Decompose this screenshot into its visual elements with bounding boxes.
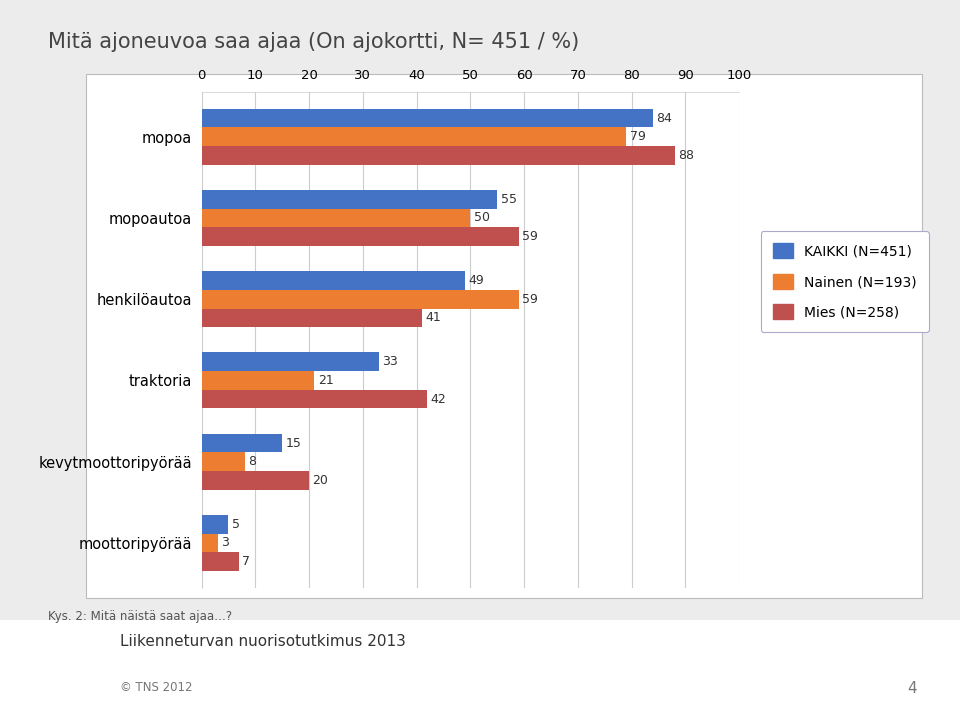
- Bar: [202, 353, 379, 371]
- Legend: KAIKKI (N=451), Nainen (N=193), Mies (N=258): KAIKKI (N=451), Nainen (N=193), Mies (N=…: [760, 231, 929, 332]
- Bar: [202, 471, 309, 490]
- Text: 21: 21: [318, 374, 333, 387]
- Bar: [202, 290, 518, 309]
- Text: 84: 84: [657, 112, 672, 125]
- Text: 59: 59: [522, 292, 538, 306]
- Text: Mitä ajoneuvoa saa ajaa (On ajokortti, N= 451 / %): Mitä ajoneuvoa saa ajaa (On ajokortti, N…: [48, 32, 579, 52]
- Text: 15: 15: [285, 437, 301, 450]
- Text: 79: 79: [630, 130, 645, 143]
- Bar: [202, 534, 218, 552]
- Text: 50: 50: [473, 212, 490, 224]
- Text: 33: 33: [382, 355, 398, 368]
- Text: Kys. 2: Mitä näistä saat ajaa…?: Kys. 2: Mitä näistä saat ajaa…?: [48, 610, 232, 623]
- Bar: [202, 390, 427, 409]
- Text: 88: 88: [678, 149, 694, 162]
- Text: 3: 3: [221, 537, 228, 549]
- Text: 41: 41: [425, 312, 441, 324]
- Bar: [202, 552, 239, 571]
- Bar: [202, 146, 675, 165]
- Text: Liikenneturvan nuorisotutkimus 2013: Liikenneturvan nuorisotutkimus 2013: [120, 634, 406, 649]
- Bar: [202, 515, 228, 534]
- Text: 55: 55: [500, 193, 516, 206]
- Text: 5: 5: [231, 518, 240, 531]
- Bar: [202, 434, 282, 452]
- Bar: [202, 271, 465, 290]
- Text: © TNS 2012: © TNS 2012: [120, 681, 193, 694]
- Text: 7: 7: [243, 555, 251, 568]
- Bar: [202, 190, 497, 209]
- Text: 4: 4: [907, 681, 917, 696]
- Bar: [202, 209, 470, 227]
- Text: 8: 8: [248, 455, 255, 468]
- Text: 20: 20: [312, 474, 328, 487]
- Bar: [202, 227, 518, 246]
- Text: 42: 42: [431, 393, 446, 406]
- Bar: [202, 371, 315, 390]
- Bar: [202, 109, 653, 127]
- Text: 59: 59: [522, 230, 538, 243]
- Text: TNS: TNS: [35, 661, 76, 678]
- Bar: [202, 127, 626, 146]
- Bar: [202, 452, 245, 471]
- Bar: [202, 309, 422, 327]
- Text: 49: 49: [468, 274, 484, 287]
